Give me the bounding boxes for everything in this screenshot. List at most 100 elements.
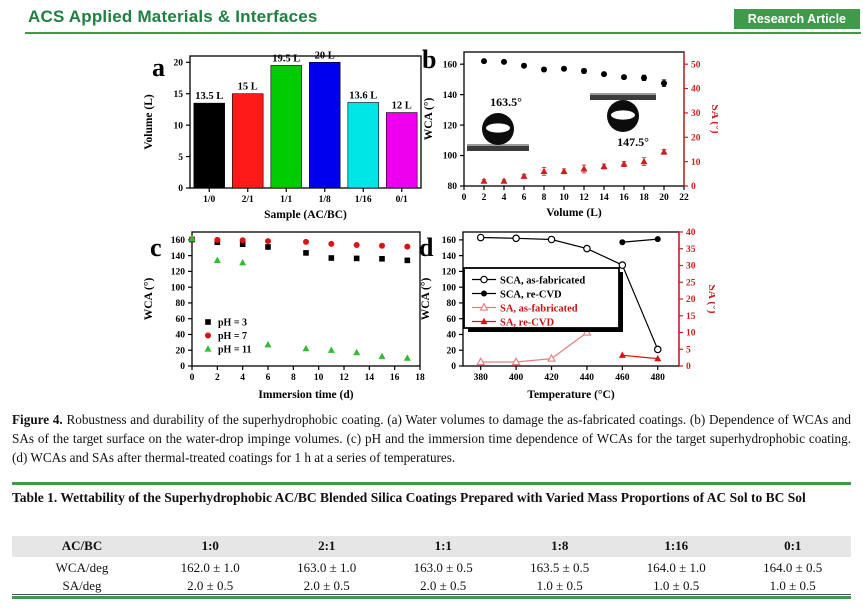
- svg-text:440: 440: [580, 373, 595, 383]
- figure4-panel-c-scatter-chart: c 0 2 4 6 8 10 12 14 16 18 0 20 40 60 80 100 120 140 160 pH …: [138, 220, 430, 409]
- svg-text:40: 40: [176, 331, 186, 341]
- svg-text:4: 4: [240, 373, 245, 383]
- figure4-panel-d-line-chart: d 380 400 420 440 460 480 0 20 40 60 80 100 120 140 160…: [415, 220, 718, 409]
- svg-text:2/1: 2/1: [242, 195, 254, 205]
- svg-text:80: 80: [447, 299, 457, 309]
- svg-text:40: 40: [447, 331, 457, 341]
- wettability-table: AC/BC 1:0 2:1 1:1 1:8 1:16 0:1 WCA/deg 162.0 ± …: [12, 536, 851, 595]
- svg-text:160: 160: [442, 236, 457, 246]
- svg-text:d: d: [419, 233, 434, 262]
- svg-text:SA, as-fabricated: SA, as-fabricated: [500, 303, 578, 314]
- table-cell: 2.0 ± 0.5: [187, 578, 234, 593]
- table-header-cell: 1:8: [551, 538, 569, 553]
- svg-text:40: 40: [691, 85, 701, 95]
- svg-text:5: 5: [686, 345, 691, 355]
- svg-text:0: 0: [691, 182, 696, 192]
- table-cell: 163.0 ± 1.0: [297, 560, 357, 575]
- svg-text:120: 120: [442, 268, 457, 278]
- svg-text:160: 160: [443, 60, 458, 70]
- svg-text:50: 50: [691, 60, 701, 70]
- table-cell: 1.0 ± 0.5: [653, 578, 700, 593]
- svg-text:400: 400: [509, 373, 524, 383]
- svg-text:SA (°): SA (°): [709, 104, 718, 133]
- svg-text:0/1: 0/1: [396, 195, 408, 205]
- svg-text:Temperature (°C): Temperature (°C): [527, 389, 614, 401]
- svg-text:80: 80: [448, 182, 458, 192]
- svg-text:18: 18: [415, 373, 425, 383]
- svg-text:120: 120: [443, 121, 458, 131]
- svg-text:pH = 3: pH = 3: [218, 318, 247, 329]
- table-header-cell: 1:0: [201, 538, 219, 553]
- svg-text:15: 15: [174, 90, 184, 100]
- svg-text:19.5 L: 19.5 L: [272, 53, 300, 64]
- svg-text:10: 10: [314, 373, 324, 383]
- table-cell: SA/deg: [62, 578, 102, 593]
- svg-text:pH = 7: pH = 7: [218, 331, 247, 342]
- svg-text:0: 0: [190, 373, 195, 383]
- table-cell: 164.0 ± 0.5: [763, 560, 823, 575]
- svg-text:100: 100: [171, 283, 186, 293]
- figure4-panel-b-scatter-chart: b 0 2 4 6 8 10 12 14 16 18 20 22 80 100 120 140 160 0 10 20 3…: [418, 40, 721, 227]
- svg-text:0: 0: [686, 362, 691, 372]
- table-cell: 2.0 ± 0.5: [303, 578, 350, 593]
- svg-text:30: 30: [686, 262, 696, 272]
- svg-text:Sample (AC/BC): Sample (AC/BC): [264, 209, 347, 221]
- svg-text:1/0: 1/0: [203, 195, 215, 205]
- table-row: WCA/deg 162.0 ± 1.0 163.0 ± 1.0 163.0 ± 0.5…: [12, 559, 851, 577]
- svg-text:5: 5: [178, 153, 183, 163]
- svg-text:0: 0: [180, 362, 185, 372]
- svg-text:20: 20: [686, 295, 696, 305]
- figure-caption-text: Robustness and durability of the superhy…: [12, 412, 852, 466]
- svg-text:a: a: [152, 53, 165, 82]
- svg-text:100: 100: [443, 152, 458, 162]
- svg-text:6: 6: [266, 373, 271, 383]
- svg-text:60: 60: [447, 315, 457, 325]
- table-header-cell: 1:1: [434, 538, 452, 553]
- table-top-rule: [12, 482, 851, 485]
- svg-text:0: 0: [451, 362, 456, 372]
- svg-text:20: 20: [447, 346, 457, 356]
- svg-text:120: 120: [171, 268, 186, 278]
- figure-caption: Figure 4. Robustness and durability of t…: [12, 410, 851, 467]
- table-header-cell: 1:16: [664, 538, 689, 553]
- svg-text:16: 16: [619, 193, 629, 203]
- svg-text:13.6 L: 13.6 L: [349, 91, 377, 102]
- table-cell: 164.0 ± 1.0: [646, 560, 706, 575]
- svg-text:163.5°: 163.5°: [490, 95, 522, 109]
- svg-text:12: 12: [579, 193, 589, 203]
- svg-text:140: 140: [443, 91, 458, 101]
- svg-text:SCA, re-CVD: SCA, re-CVD: [500, 289, 562, 300]
- svg-text:2: 2: [482, 193, 487, 203]
- svg-text:20: 20: [174, 58, 184, 68]
- svg-text:10: 10: [174, 121, 184, 131]
- svg-text:160: 160: [171, 236, 186, 246]
- svg-text:15: 15: [686, 312, 696, 322]
- svg-text:pH = 11: pH = 11: [218, 345, 252, 356]
- svg-text:14: 14: [365, 373, 375, 383]
- table-body: WCA/deg 162.0 ± 1.0 163.0 ± 1.0 163.0 ± 0.5…: [12, 559, 851, 595]
- table-header-cell: AC/BC: [61, 538, 103, 553]
- svg-text:8: 8: [542, 193, 547, 203]
- svg-text:13.5 L: 13.5 L: [195, 91, 223, 102]
- svg-text:1/16: 1/16: [355, 195, 372, 205]
- svg-text:WCA (°): WCA (°): [143, 278, 155, 321]
- svg-text:10: 10: [686, 329, 696, 339]
- svg-text:Immersion time (d): Immersion time (d): [258, 389, 353, 401]
- figure-caption-label: Figure 4.: [12, 412, 63, 427]
- svg-text:WCA (°): WCA (°): [420, 278, 432, 321]
- table-cell: 1.0 ± 0.5: [769, 578, 816, 593]
- svg-text:140: 140: [171, 252, 186, 262]
- svg-text:460: 460: [615, 373, 630, 383]
- svg-text:c: c: [150, 233, 162, 262]
- table-cell: 2.0 ± 0.5: [420, 578, 467, 593]
- svg-text:14: 14: [599, 193, 609, 203]
- table-title: Table 1. Wettability of the Superhydroph…: [12, 490, 806, 505]
- svg-text:b: b: [422, 45, 436, 74]
- table-cell: WCA/deg: [55, 560, 109, 575]
- svg-text:2: 2: [215, 373, 220, 383]
- svg-text:380: 380: [474, 373, 489, 383]
- svg-text:40: 40: [686, 228, 696, 238]
- svg-text:SA (°): SA (°): [706, 284, 715, 313]
- table-cell: 163.0 ± 0.5: [413, 560, 473, 575]
- svg-text:420: 420: [544, 373, 559, 383]
